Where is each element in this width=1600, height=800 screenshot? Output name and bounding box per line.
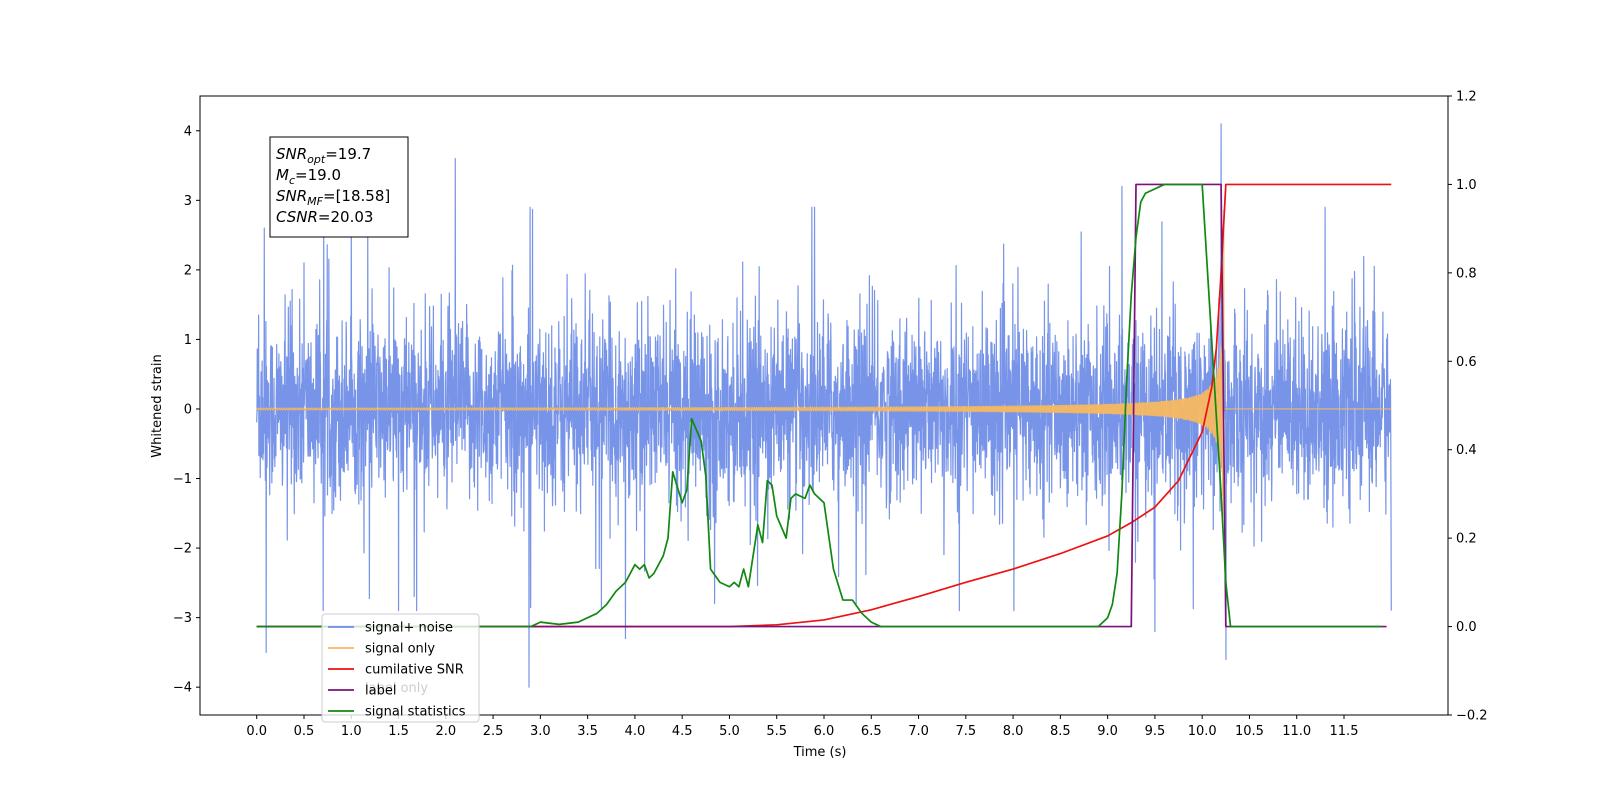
annotation-value: =19.0 — [295, 166, 341, 184]
annotation-line: SNRMF=[18.58] — [276, 187, 390, 208]
annotation-symbol: SNR — [276, 145, 307, 163]
y-left-tick-label: 0 — [184, 402, 192, 417]
x-tick-label: 4.0 — [625, 724, 646, 739]
y-left-tick-label: 3 — [184, 194, 192, 209]
annotation-line: SNRopt=19.7 — [276, 145, 371, 166]
x-tick-label: 7.5 — [955, 724, 976, 739]
x-tick-label: 2.0 — [435, 724, 456, 739]
annotation-symbol: M — [276, 166, 289, 184]
y-right-tick-label: 0.4 — [1456, 443, 1477, 458]
y-right-tick-label: −0.2 — [1456, 709, 1488, 724]
legend-label: signal statistics — [365, 705, 466, 720]
x-axis-label: Time (s) — [793, 745, 847, 760]
x-tick-label: 11.5 — [1330, 724, 1359, 739]
legend-label: label — [365, 684, 396, 699]
x-tick-label: 6.5 — [861, 724, 882, 739]
annotation-symbol: CSNR — [276, 208, 318, 226]
snr-annotation-box: SNRopt=19.7Mc=19.0SNRMF=[18.58]CSNR=20.0… — [269, 136, 409, 238]
y-right-tick-label: 1.2 — [1456, 90, 1477, 105]
y-right-tick-label: 0.8 — [1456, 266, 1477, 281]
x-tick-label: 7.0 — [908, 724, 929, 739]
y-right-tick-label: 1.0 — [1456, 178, 1477, 193]
y-right-axis-ticks: −0.2 0.0 0.2 0.4 0.6 0.8 1.0 1.2 — [1448, 90, 1488, 724]
x-axis-ticks: 0.0 0.5 1.0 1.5 2.0 2.5 3.0 3.5 4.0 4.5 5.0 5.5 6.0 6… — [246, 715, 1358, 739]
y-axis-label: Whitened strain — [150, 354, 165, 457]
x-tick-label: 11.0 — [1282, 724, 1311, 739]
series-layer — [256, 123, 1392, 688]
annotation-line: Mc=19.0 — [276, 166, 341, 187]
annotation-symbol: SNR — [276, 187, 307, 205]
y-left-tick-label: −1 — [173, 472, 192, 487]
annotation-subscript: MF — [307, 195, 323, 208]
y-right-tick-label: 0.0 — [1456, 620, 1477, 635]
x-tick-label: 0.0 — [246, 724, 267, 739]
y-right-tick-label: 0.2 — [1456, 532, 1477, 547]
legend-label: signal+ noise — [365, 621, 453, 636]
annotation-value: =[18.58] — [323, 187, 390, 205]
x-tick-label: 3.5 — [577, 724, 598, 739]
annotation-subscript: c — [289, 174, 295, 187]
annotation-subscript: opt — [307, 153, 326, 166]
x-tick-label: 4.5 — [672, 724, 693, 739]
x-tick-label: 3.0 — [530, 724, 551, 739]
x-tick-label: 5.5 — [766, 724, 787, 739]
annotation-value: =19.7 — [325, 145, 371, 163]
x-tick-label: 8.5 — [1050, 724, 1071, 739]
x-tick-label: 5.0 — [719, 724, 740, 739]
series-signal-only — [256, 209, 1392, 517]
legend-label: signal only — [365, 642, 435, 657]
y-left-tick-label: −3 — [173, 611, 192, 626]
x-tick-label: 6.0 — [814, 724, 835, 739]
y-left-tick-label: 2 — [184, 263, 192, 278]
x-tick-label: 9.0 — [1097, 724, 1118, 739]
series-cumilative-snr — [256, 183, 1392, 628]
x-tick-label: 8.0 — [1003, 724, 1024, 739]
x-tick-label: 9.5 — [1145, 724, 1166, 739]
y-left-tick-label: 4 — [184, 124, 192, 139]
x-tick-label: 1.0 — [341, 724, 362, 739]
x-tick-label: 10.5 — [1235, 724, 1264, 739]
legend-label: cumilative SNR — [365, 663, 464, 678]
x-tick-label: 1.5 — [388, 724, 409, 739]
y-left-tick-label: −2 — [173, 542, 192, 557]
x-tick-label: 10.0 — [1188, 724, 1217, 739]
annotation-value: =20.03 — [318, 208, 374, 226]
y-left-tick-label: 1 — [184, 333, 192, 348]
annotation-frame — [269, 136, 409, 238]
legend-frame — [321, 613, 480, 723]
y-left-axis-ticks: −4 −3 −2 −1 0 1 2 3 4 — [173, 124, 200, 696]
y-right-tick-label: 0.6 — [1456, 355, 1477, 370]
x-tick-label: 0.5 — [294, 724, 315, 739]
annotation-line: CSNR=20.03 — [276, 208, 373, 226]
x-tick-label: 2.5 — [483, 724, 504, 739]
y-left-tick-label: −4 — [173, 681, 192, 696]
series-signal-statistics — [256, 183, 1382, 628]
